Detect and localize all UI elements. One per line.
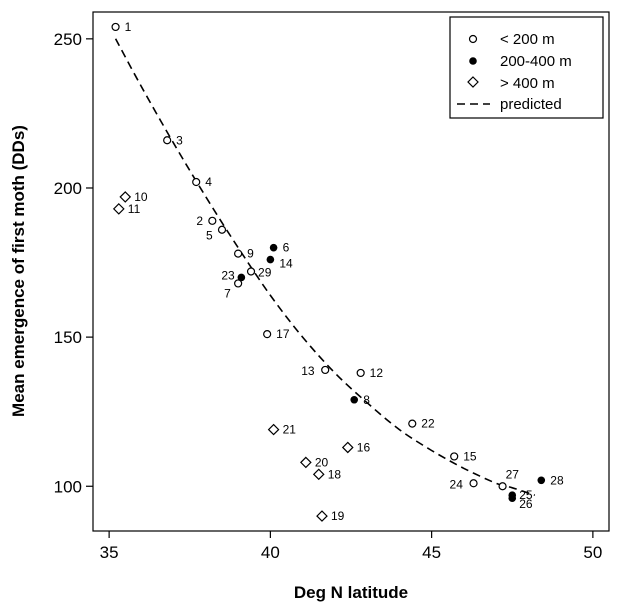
x-tick-label: 50 <box>583 543 602 562</box>
x-axis-label: Deg N latitude <box>294 583 408 602</box>
y-tick-label: 100 <box>54 477 82 496</box>
data-point-label: 16 <box>357 440 371 454</box>
data-point-label: 22 <box>421 417 435 431</box>
plot-frame <box>92 11 610 532</box>
data-point-label: 29 <box>258 266 272 280</box>
data-point-open-diamond <box>267 423 280 436</box>
data-point-label: 19 <box>331 509 345 523</box>
y-tick-label: 250 <box>54 30 82 49</box>
data-point-open-diamond <box>341 441 354 454</box>
data-point-label: 3 <box>176 133 183 147</box>
data-point-open-diamond <box>112 203 125 215</box>
data-point-label: 24 <box>450 477 464 491</box>
data-point-label: 25 <box>519 488 533 502</box>
data-point-label: 11 <box>128 202 141 216</box>
legend-label-predicted: predicted <box>500 96 562 113</box>
data-point-label: 6 <box>283 241 290 255</box>
data-point-label: 17 <box>276 327 290 341</box>
data-point-label: 21 <box>283 423 297 437</box>
legend-diamond-marker <box>467 76 479 88</box>
data-point-label: 1 <box>125 20 132 34</box>
data-point-open-circle <box>450 452 459 461</box>
data-point-open-circle <box>217 225 227 234</box>
predicted-curve <box>114 38 536 496</box>
data-point-open-circle <box>111 22 120 32</box>
data-point-open-circle <box>263 330 272 339</box>
data-point-filled-circle <box>269 243 278 252</box>
data-point-label: 28 <box>550 473 564 487</box>
y-tick-label: 150 <box>54 328 82 347</box>
data-point-label: 2 <box>196 214 203 228</box>
legend-box <box>449 16 604 119</box>
legend: < 200 m 200-400 m > 400 m predicted <box>449 16 604 119</box>
legend-label-lt200: < 200 m <box>500 31 555 48</box>
data-point-open-circle <box>208 216 217 225</box>
data-point-open-circle <box>234 279 243 288</box>
x-tick-label: 35 <box>100 543 119 562</box>
data-point-filled-circle <box>537 476 546 485</box>
data-point-filled-circle <box>508 494 517 502</box>
data-point-open-circle <box>408 419 417 428</box>
data-point-label: 20 <box>315 455 329 469</box>
data-point-label: 26 <box>519 497 533 511</box>
data-point-open-circle <box>321 365 330 375</box>
data-point-label: 4 <box>205 175 212 189</box>
data-point-filled-circle <box>350 395 359 404</box>
data-point-label: 13 <box>301 364 315 378</box>
data-point-label: 7 <box>224 286 231 300</box>
x-tick-label: 40 <box>261 543 280 562</box>
data-point-open-circle <box>163 136 172 145</box>
legend-filled-circle-marker <box>469 57 477 65</box>
data-point-label: 27 <box>506 467 520 481</box>
data-point-open-circle <box>246 267 256 276</box>
y-tick-label: 200 <box>54 179 82 198</box>
data-point-open-diamond <box>312 468 325 481</box>
data-point-open-circle <box>234 249 243 258</box>
data-point-label: 9 <box>247 247 254 261</box>
y-axis-label: Mean emergence of first moth (DDs) <box>9 125 28 417</box>
data-point-label: 23 <box>221 268 235 282</box>
data-point-label: 8 <box>363 393 370 407</box>
data-point-open-circle <box>356 368 365 378</box>
data-point-open-circle <box>498 482 507 491</box>
legend-open-circle-marker <box>468 34 478 44</box>
data-point-label: 14 <box>279 257 293 271</box>
data-point-open-circle <box>469 479 478 488</box>
data-point-label: 5 <box>206 229 213 243</box>
data-point-open-diamond <box>300 456 312 469</box>
data-point-label: 10 <box>134 190 148 204</box>
data-point-filled-circle <box>237 273 246 282</box>
data-point-filled-circle <box>266 255 275 264</box>
legend-label-mid: 200-400 m <box>500 53 572 70</box>
data-point-open-circle <box>192 177 201 187</box>
legend-label-gt400: > 400 m <box>500 75 555 92</box>
data-point-label: 12 <box>370 366 384 380</box>
data-point-open-diamond <box>316 510 328 522</box>
data-point-label: 15 <box>463 449 477 463</box>
x-tick-label: 45 <box>422 543 441 562</box>
data-point-label: 18 <box>328 467 342 481</box>
data-point-open-diamond <box>119 191 132 203</box>
